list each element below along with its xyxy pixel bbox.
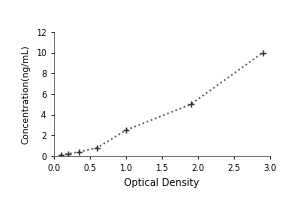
Y-axis label: Concentration(ng/mL): Concentration(ng/mL) xyxy=(21,44,30,144)
X-axis label: Optical Density: Optical Density xyxy=(124,178,200,188)
